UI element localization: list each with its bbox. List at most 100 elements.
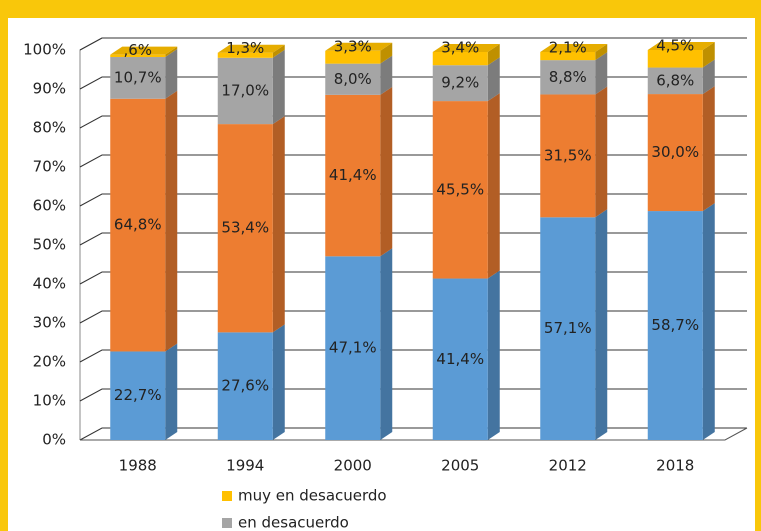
grid-line: [79, 427, 747, 441]
bar-segment: [110, 54, 166, 58]
bar-side: [272, 324, 285, 440]
legend-swatch: [222, 491, 232, 501]
grid-line: [79, 154, 747, 168]
bar-side: [165, 343, 178, 440]
bar-segment: [540, 94, 596, 218]
data-label: 3,3%: [334, 37, 372, 55]
legend-label: muy en desacuerdo: [238, 487, 387, 505]
data-label: 41,4%: [329, 166, 377, 184]
bar-side: [487, 270, 500, 440]
floor: [80, 427, 748, 441]
data-label: 57,1%: [544, 319, 592, 337]
grid-line: [79, 76, 747, 90]
data-label: 3,4%: [441, 38, 479, 56]
bar-side: [595, 86, 608, 218]
bar-segment: [110, 57, 166, 99]
bar-top: [110, 46, 178, 55]
bar-top: [647, 42, 715, 50]
bar-side: [272, 116, 285, 333]
x-tick-label: 2018: [656, 457, 694, 475]
bar-top: [432, 43, 500, 52]
bar-side: [165, 49, 178, 99]
data-label: 4,5%: [656, 37, 694, 55]
bar-segment: [325, 63, 381, 95]
bar-side: [165, 46, 178, 58]
bar-side: [380, 55, 393, 95]
bar-segment: [432, 65, 488, 102]
bar-side: [595, 209, 608, 440]
bar-side: [165, 90, 178, 352]
bar-side: [380, 42, 393, 64]
bar-side: [487, 57, 500, 102]
bar-segment: [432, 101, 488, 279]
y-tick-label: 20%: [33, 353, 66, 371]
bar-side: [487, 93, 500, 279]
bar-segment: [647, 50, 703, 68]
bar-segment: [217, 124, 273, 333]
bar-segment: [540, 217, 596, 440]
bar-side: [380, 248, 393, 440]
bar-side: [272, 49, 285, 125]
bar-segment: [647, 94, 703, 212]
bar-segment: [647, 67, 703, 95]
data-label: ,6%: [123, 41, 152, 59]
bar-top: [217, 44, 285, 53]
y-tick-label: 60%: [33, 197, 66, 215]
bar-side: [702, 203, 715, 440]
data-label: 53,4%: [221, 219, 269, 237]
y-tick-label: 30%: [33, 314, 66, 332]
grid-line: [79, 232, 747, 246]
bar-side: [380, 86, 393, 257]
grid-line: [79, 37, 747, 51]
x-tick-label: 1988: [119, 457, 157, 475]
y-tick-label: 80%: [33, 119, 66, 137]
bar-top: [325, 42, 393, 51]
bar-segment: [432, 278, 488, 440]
data-label: 58,7%: [651, 316, 699, 334]
data-label: 47,1%: [329, 339, 377, 357]
grid-line: [79, 349, 747, 363]
bar-segment: [217, 332, 273, 440]
y-tick-label: 10%: [33, 392, 66, 410]
bar-segment: [540, 60, 596, 95]
y-tick-label: 100%: [23, 41, 66, 59]
data-label: 2,1%: [549, 38, 587, 56]
bar-segment: [647, 211, 703, 440]
data-label: 10,7%: [114, 68, 162, 86]
data-label: 9,2%: [441, 74, 479, 92]
grid-line: [79, 193, 747, 207]
data-label: 17,0%: [221, 81, 269, 99]
grid-line: [79, 271, 747, 285]
y-tick-label: 40%: [33, 275, 66, 293]
data-label: 41,4%: [436, 350, 484, 368]
bar-side: [272, 44, 285, 58]
bar-segment: [217, 57, 273, 125]
bar-segment: [217, 52, 273, 58]
legend-swatch: [222, 518, 232, 528]
data-label: 31,5%: [544, 146, 592, 164]
bar-segment: [325, 94, 381, 257]
grid-line: [79, 310, 747, 324]
data-label: 22,7%: [114, 386, 162, 404]
data-label: 8,8%: [549, 68, 587, 86]
bar-side: [702, 59, 715, 95]
bar-side: [702, 42, 715, 68]
bar-segment: [432, 51, 488, 66]
bar-segment: [540, 51, 596, 61]
grid-line: [79, 388, 747, 402]
x-tick-label: 2012: [549, 457, 587, 475]
bar-segment: [110, 351, 166, 440]
data-label: 8,0%: [334, 70, 372, 88]
bar-top: [540, 43, 608, 52]
data-label: 45,5%: [436, 180, 484, 198]
bar-side: [595, 43, 608, 61]
x-tick-label: 2005: [441, 457, 479, 475]
data-label: 27,6%: [221, 377, 269, 395]
data-label: 30,0%: [651, 143, 699, 161]
y-tick-label: 90%: [33, 80, 66, 98]
bar-segment: [325, 256, 381, 440]
bar-side: [487, 43, 500, 66]
data-label: 1,3%: [226, 39, 264, 57]
bar-side: [702, 86, 715, 212]
